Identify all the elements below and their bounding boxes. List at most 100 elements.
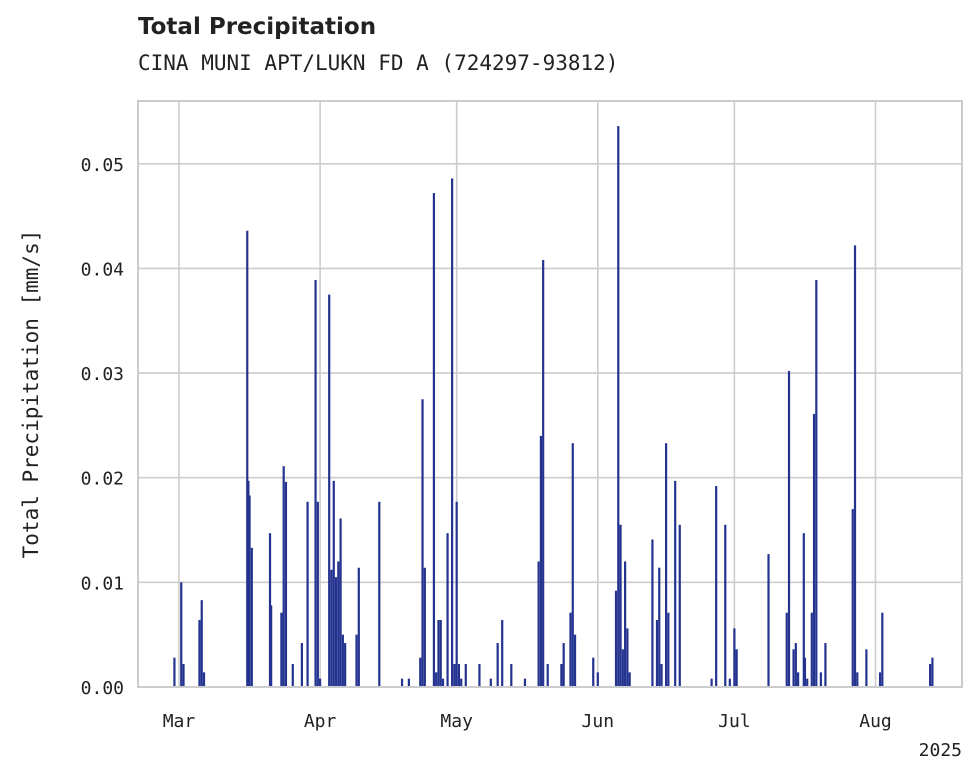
x-offset-label: 2025 xyxy=(919,740,962,761)
precipitation-bar xyxy=(451,178,454,687)
precipitation-bar xyxy=(735,649,738,687)
precipitation-bar xyxy=(865,649,868,687)
y-tick-label: 0.02 xyxy=(81,469,124,490)
precipitation-bar xyxy=(501,620,504,687)
precipitation-bar xyxy=(334,577,338,688)
precipitation-bar xyxy=(246,230,249,687)
precipitation-bar xyxy=(282,466,285,687)
precipitation-bar xyxy=(355,634,358,687)
chart-title: Total Precipitation xyxy=(138,14,377,40)
precipitation-bar xyxy=(787,370,791,687)
precipitation-bar xyxy=(455,501,458,687)
precipitation-bar xyxy=(200,600,203,687)
precipitation-bar xyxy=(306,501,309,687)
precipitation-bar xyxy=(337,561,340,687)
x-tick-labels: Mar Apr May Jun Jul Aug xyxy=(163,711,892,732)
precipitation-bar xyxy=(182,663,185,687)
precipitation-bar xyxy=(453,663,456,687)
precipitation-bar xyxy=(539,435,542,687)
precipitation-bar xyxy=(180,582,183,687)
precipitation-bar xyxy=(280,612,283,687)
x-tick-label: Apr xyxy=(304,711,337,732)
precipitation-bar xyxy=(460,678,463,687)
precipitation-bar xyxy=(803,657,807,687)
precipitation-bar xyxy=(674,480,677,687)
y-tick-label: 0.01 xyxy=(81,573,124,594)
precipitation-bar xyxy=(270,605,273,687)
precipitation-bar xyxy=(332,480,335,687)
precipitation-bar xyxy=(881,612,884,687)
precipitation-bar xyxy=(792,649,795,687)
precipitation-bar xyxy=(710,678,713,687)
y-tick-labels: 0.00 0.01 0.02 0.03 0.04 0.05 xyxy=(81,155,124,699)
precipitation-bar xyxy=(678,524,681,687)
precipitation-bar xyxy=(628,672,631,687)
precipitation-bar xyxy=(592,657,595,687)
y-tick-label: 0.04 xyxy=(81,259,124,280)
precipitation-bar xyxy=(357,567,360,687)
precipitation-bar xyxy=(733,628,736,687)
precipitation-bar xyxy=(250,547,253,687)
precipitation-bar xyxy=(432,193,436,687)
precipitation-bar xyxy=(562,643,565,687)
precipitation-bar xyxy=(284,481,288,687)
precipitation-bar xyxy=(339,518,342,687)
precipitation-bar xyxy=(569,612,572,687)
precipitation-bar xyxy=(851,509,854,687)
precipitation-bar xyxy=(806,678,809,687)
precipitation-bar xyxy=(624,561,627,687)
precipitation-bar xyxy=(400,678,404,687)
grid xyxy=(138,101,962,688)
precipitation-bar xyxy=(660,663,663,687)
precipitation-bar xyxy=(785,612,788,687)
precipitation-bar xyxy=(651,539,654,687)
x-tick-label: May xyxy=(440,711,473,732)
precipitation-bar xyxy=(667,612,670,687)
precipitation-bar xyxy=(437,620,440,687)
y-tick-label: 0.03 xyxy=(81,364,124,385)
x-tick-label: Jun xyxy=(582,711,615,732)
precipitation-bar xyxy=(344,643,347,687)
precipitation-bar xyxy=(496,643,499,687)
precipitation-bar xyxy=(560,663,563,687)
precipitation-bar xyxy=(794,643,797,687)
precipitation-bar xyxy=(268,533,272,687)
precipitation-bar xyxy=(435,672,438,687)
precipitation-bar xyxy=(478,663,481,687)
precipitation-bar xyxy=(300,643,303,687)
precipitation-bar xyxy=(439,620,442,687)
precipitation-bar xyxy=(626,628,629,687)
precipitation-bar xyxy=(542,260,545,687)
bars xyxy=(173,126,934,688)
precipitation-bar xyxy=(489,678,492,687)
plot-frame xyxy=(137,100,963,688)
precipitation-bar xyxy=(341,634,344,687)
precipitation-bar xyxy=(441,678,445,687)
precipitation-bar xyxy=(537,561,540,687)
precipitation-bar xyxy=(856,672,859,687)
precipitation-bar xyxy=(407,678,410,687)
precipitation-bar xyxy=(664,443,668,687)
precipitation-bar xyxy=(853,245,857,687)
precipitation-bar xyxy=(619,524,622,687)
x-tick-label: Jul xyxy=(718,711,751,732)
precipitation-bar xyxy=(571,443,574,687)
precipitation-bar xyxy=(546,663,549,687)
precipitation-bar xyxy=(815,279,818,687)
precipitation-bar xyxy=(419,657,422,687)
precipitation-bar xyxy=(291,663,294,687)
chart-subtitle: CINA MUNI APT/LUKN FD A (724297-93812) xyxy=(138,51,619,75)
y-axis-label: Total Precipitation [mm/s] xyxy=(19,230,43,559)
precipitation-bar xyxy=(929,663,932,687)
precipitation-bar xyxy=(824,643,827,687)
precipitation-bar xyxy=(464,663,467,687)
precipitation-bar xyxy=(378,501,381,687)
precipitation-bar xyxy=(248,495,251,687)
precipitation-bar xyxy=(715,486,718,687)
precipitation-bar xyxy=(621,649,624,687)
precipitation-bar xyxy=(596,672,599,687)
precipitation-bar xyxy=(878,672,882,687)
y-tick-label: 0.00 xyxy=(81,678,124,699)
precipitation-bar xyxy=(728,678,731,687)
precipitation-bar xyxy=(314,279,317,687)
